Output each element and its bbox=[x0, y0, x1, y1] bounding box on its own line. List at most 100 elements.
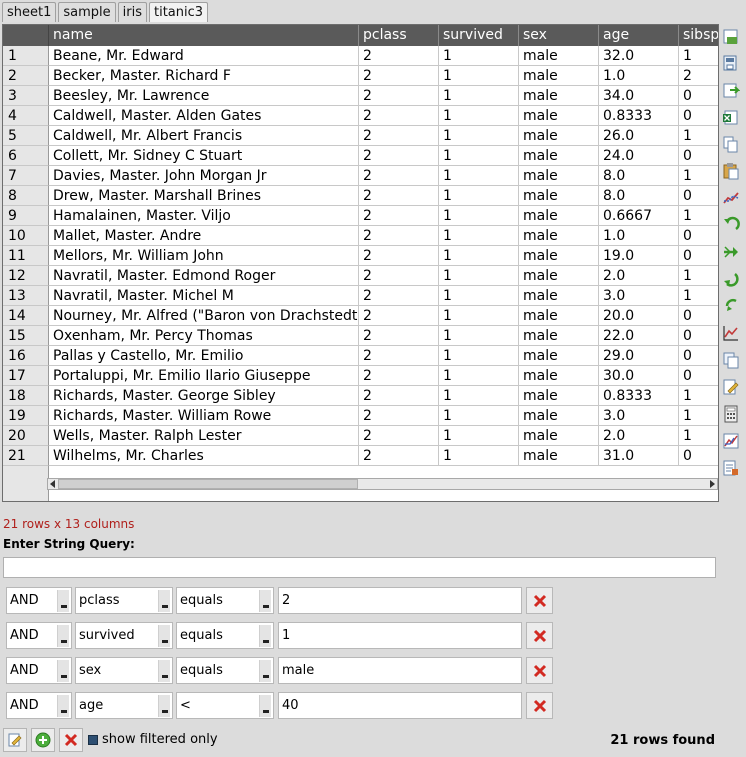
table-cell[interactable]: 2 bbox=[359, 306, 439, 326]
table-cell[interactable]: male bbox=[519, 266, 599, 286]
table-cell[interactable]: male bbox=[519, 146, 599, 166]
filter-column-select[interactable]: age bbox=[75, 692, 173, 719]
filter-logic-select[interactable]: AND bbox=[6, 587, 72, 614]
table-cell[interactable]: Mallet, Master. Andre bbox=[49, 226, 359, 246]
table-cell[interactable]: male bbox=[519, 406, 599, 426]
table-row[interactable]: 13 Navratil, Master. Michel M 2 1 male 3.0 1 bbox=[3, 286, 718, 306]
scroll-right-icon[interactable] bbox=[710, 480, 715, 488]
table-cell[interactable]: 1 bbox=[439, 86, 519, 106]
save-as-button[interactable] bbox=[720, 52, 742, 74]
table-cell[interactable]: 32.0 bbox=[599, 46, 679, 66]
table-row[interactable]: 2 Becker, Master. Richard F 2 1 male 1.0 2 bbox=[3, 66, 718, 86]
table-cell[interactable]: 1 bbox=[679, 206, 718, 226]
table-cell[interactable]: 31.0 bbox=[599, 446, 679, 466]
row-header[interactable]: 4 bbox=[3, 106, 49, 126]
table-cell[interactable]: Beane, Mr. Edward bbox=[49, 46, 359, 66]
chevron-down-icon[interactable] bbox=[158, 660, 170, 682]
filter-value-input[interactable]: male bbox=[278, 657, 522, 684]
tab-sample[interactable]: sample bbox=[58, 2, 116, 22]
table-cell[interactable]: male bbox=[519, 326, 599, 346]
export-button[interactable] bbox=[720, 79, 742, 101]
table-cell[interactable]: 2.0 bbox=[599, 426, 679, 446]
table-row[interactable]: 15 Oxenham, Mr. Percy Thomas 2 1 male 22.0 0 bbox=[3, 326, 718, 346]
table-cell[interactable]: 26.0 bbox=[599, 126, 679, 146]
table-cell[interactable]: male bbox=[519, 186, 599, 206]
row-header[interactable]: 13 bbox=[3, 286, 49, 306]
table-row[interactable]: 11 Mellors, Mr. William John 2 1 male 19.0 0 bbox=[3, 246, 718, 266]
table-cell[interactable]: 0 bbox=[679, 326, 718, 346]
paste-button[interactable] bbox=[720, 160, 742, 182]
table-row[interactable]: 19 Richards, Master. William Rowe 2 1 male 3.… bbox=[3, 406, 718, 426]
column-header-sibsp[interactable]: sibsp bbox=[679, 25, 718, 46]
calculator-button[interactable] bbox=[720, 403, 742, 425]
table-cell[interactable]: 1 bbox=[439, 426, 519, 446]
table-row[interactable]: 9 Hamalainen, Master. Viljo 2 1 male 0.6667 1 bbox=[3, 206, 718, 226]
table-row[interactable]: 12 Navratil, Master. Edmond Roger 2 1 male 2.… bbox=[3, 266, 718, 286]
table-cell[interactable]: 1 bbox=[679, 126, 718, 146]
scroll-left-icon[interactable] bbox=[50, 480, 55, 488]
table-cell[interactable]: male bbox=[519, 366, 599, 386]
table-cell[interactable]: male bbox=[519, 46, 599, 66]
tab-iris[interactable]: iris bbox=[117, 2, 147, 22]
row-header[interactable]: 21 bbox=[3, 446, 49, 466]
table-cell[interactable]: 2 bbox=[359, 386, 439, 406]
table-cell[interactable]: male bbox=[519, 106, 599, 126]
row-header[interactable]: 20 bbox=[3, 426, 49, 446]
add-filter-button[interactable] bbox=[31, 728, 55, 752]
row-header[interactable]: 15 bbox=[3, 326, 49, 346]
table-cell[interactable]: 2 bbox=[359, 346, 439, 366]
table-cell[interactable]: male bbox=[519, 126, 599, 146]
table-cell[interactable]: 2 bbox=[359, 286, 439, 306]
table-cell[interactable]: 1 bbox=[439, 306, 519, 326]
chevron-down-icon[interactable] bbox=[57, 625, 69, 647]
table-cell[interactable]: 2 bbox=[359, 66, 439, 86]
filter-operator-select[interactable]: < bbox=[176, 692, 274, 719]
table-cell[interactable]: 0 bbox=[679, 106, 718, 126]
table-row[interactable]: 20 Wells, Master. Ralph Lester 2 1 male 2.0 1 bbox=[3, 426, 718, 446]
table-cell[interactable]: Drew, Master. Marshall Brines bbox=[49, 186, 359, 206]
tab-sheet1[interactable]: sheet1 bbox=[2, 2, 57, 22]
table-row[interactable]: 8 Drew, Master. Marshall Brines 2 1 male 8.0 0 bbox=[3, 186, 718, 206]
chevron-down-icon[interactable] bbox=[57, 660, 69, 682]
tab-titanic3[interactable]: titanic3 bbox=[149, 2, 209, 22]
table-cell[interactable]: 0.6667 bbox=[599, 206, 679, 226]
table-cell[interactable]: Beesley, Mr. Lawrence bbox=[49, 86, 359, 106]
chevron-down-icon[interactable] bbox=[259, 590, 271, 612]
table-cell[interactable]: male bbox=[519, 226, 599, 246]
filter-logic-select[interactable]: AND bbox=[6, 657, 72, 684]
table-cell[interactable]: 8.0 bbox=[599, 166, 679, 186]
table-cell[interactable]: 1 bbox=[439, 346, 519, 366]
table-cell[interactable]: 0 bbox=[679, 446, 718, 466]
undo-button[interactable] bbox=[720, 214, 742, 236]
scrollbar-thumb[interactable] bbox=[58, 479, 358, 489]
table-cell[interactable]: Wilhelms, Mr. Charles bbox=[49, 446, 359, 466]
table-row[interactable]: 7 Davies, Master. John Morgan Jr 2 1 male 8.0… bbox=[3, 166, 718, 186]
chevron-down-icon[interactable] bbox=[259, 660, 271, 682]
table-cell[interactable]: 2 bbox=[359, 226, 439, 246]
table-cell[interactable]: 1 bbox=[439, 366, 519, 386]
table-cell[interactable]: 1.0 bbox=[599, 66, 679, 86]
row-header[interactable]: 14 bbox=[3, 306, 49, 326]
table-cell[interactable]: Becker, Master. Richard F bbox=[49, 66, 359, 86]
row-header[interactable]: 5 bbox=[3, 126, 49, 146]
table-cell[interactable]: 0 bbox=[679, 306, 718, 326]
table-cell[interactable]: 0.8333 bbox=[599, 386, 679, 406]
table-cell[interactable]: Caldwell, Mr. Albert Francis bbox=[49, 126, 359, 146]
column-header-survived[interactable]: survived bbox=[439, 25, 519, 46]
table-cell[interactable]: 22.0 bbox=[599, 326, 679, 346]
table-cell[interactable]: 0 bbox=[679, 246, 718, 266]
row-header[interactable]: 3 bbox=[3, 86, 49, 106]
table-cell[interactable]: 1 bbox=[439, 226, 519, 246]
row-header[interactable]: 9 bbox=[3, 206, 49, 226]
horizontal-scrollbar[interactable] bbox=[47, 478, 718, 490]
table-cell[interactable]: 1 bbox=[679, 406, 718, 426]
table-cell[interactable]: 1 bbox=[679, 46, 718, 66]
table-cell[interactable]: 1 bbox=[439, 266, 519, 286]
excel-button[interactable] bbox=[720, 106, 742, 128]
table-cell[interactable]: Caldwell, Master. Alden Gates bbox=[49, 106, 359, 126]
table-cell[interactable]: 2 bbox=[359, 426, 439, 446]
table-cell[interactable]: 1 bbox=[439, 206, 519, 226]
remove-filter-button[interactable] bbox=[526, 622, 553, 649]
table-cell[interactable]: 1 bbox=[439, 66, 519, 86]
trend-button[interactable] bbox=[720, 322, 742, 344]
